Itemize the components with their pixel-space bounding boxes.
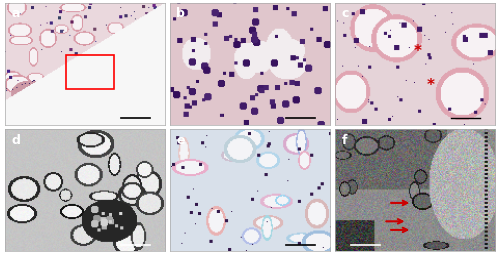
Text: b: b bbox=[176, 7, 185, 20]
Bar bbox=[66, 55, 114, 89]
Text: e: e bbox=[176, 134, 185, 147]
Text: *: * bbox=[427, 78, 435, 93]
Text: c: c bbox=[342, 7, 348, 20]
Text: a: a bbox=[12, 7, 20, 20]
Text: d: d bbox=[12, 134, 20, 147]
Text: f: f bbox=[342, 134, 347, 147]
Text: *: * bbox=[414, 44, 422, 59]
